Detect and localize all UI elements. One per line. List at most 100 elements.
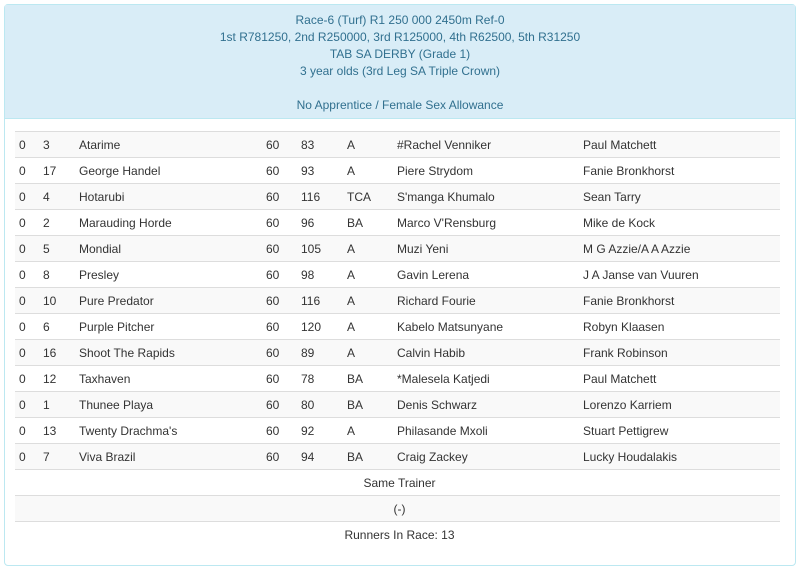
draw-cell: 0 xyxy=(15,443,39,470)
weight-cell: 60 xyxy=(262,287,297,314)
runner-row: 0 5 Mondial 60 105 A Muzi Yeni M G Azzie/A A Az… xyxy=(15,235,780,262)
runner-row: 0 10 Pure Predator 60 116 A Richard Fourie Fani… xyxy=(15,287,780,314)
trainer-cell: Fanie Bronkhorst xyxy=(579,157,780,184)
jockey-cell: Kabelo Matsunyane xyxy=(393,313,579,340)
jockey-cell: Gavin Lerena xyxy=(393,261,579,288)
jockey-cell: Richard Fourie xyxy=(393,287,579,314)
number-cell: 12 xyxy=(39,365,75,392)
trainer-cell: Fanie Bronkhorst xyxy=(579,287,780,314)
draw-cell: 0 xyxy=(15,131,39,158)
prize-money: 1st R781250, 2nd R250000, 3rd R125000, 4… xyxy=(219,30,581,44)
runner-row: 0 2 Marauding Horde 60 96 BA Marco V'Rensburg M… xyxy=(15,209,780,236)
rating-cell: 92 xyxy=(297,417,343,444)
horse-cell: Pure Predator xyxy=(75,287,262,314)
rating-cell: 116 xyxy=(297,183,343,210)
same-trainer-value-row: (-) xyxy=(15,495,780,522)
draw-cell: 0 xyxy=(15,313,39,340)
equipment-cell: TCA xyxy=(343,183,393,210)
jockey-cell: S'manga Khumalo xyxy=(393,183,579,210)
number-cell: 1 xyxy=(39,391,75,418)
runner-row: 0 7 Viva Brazil 60 94 BA Craig Zackey Lucky Hou… xyxy=(15,443,780,470)
rating-cell: 116 xyxy=(297,287,343,314)
trainer-cell: Robyn Klaasen xyxy=(579,313,780,340)
rating-cell: 89 xyxy=(297,339,343,366)
runners-count: Runners In Race: 13 xyxy=(15,521,780,548)
horse-cell: Thunee Playa xyxy=(75,391,262,418)
trainer-cell: Paul Matchett xyxy=(579,131,780,158)
horse-cell: Viva Brazil xyxy=(75,443,262,470)
horse-cell: Hotarubi xyxy=(75,183,262,210)
draw-cell: 0 xyxy=(15,235,39,262)
jockey-cell: Philasande Mxoli xyxy=(393,417,579,444)
jockey-cell: #Rachel Venniker xyxy=(393,131,579,158)
draw-cell: 0 xyxy=(15,209,39,236)
weight-cell: 60 xyxy=(262,339,297,366)
trainer-cell: Sean Tarry xyxy=(579,183,780,210)
race-title: Race-6 (Turf) R1 250 000 2450m Ref-0 xyxy=(295,13,505,27)
rating-cell: 105 xyxy=(297,235,343,262)
number-cell: 7 xyxy=(39,443,75,470)
rating-cell: 98 xyxy=(297,261,343,288)
horse-cell: Mondial xyxy=(75,235,262,262)
same-trainer-value: (-) xyxy=(15,495,780,522)
equipment-cell: A xyxy=(343,235,393,262)
weight-cell: 60 xyxy=(262,157,297,184)
draw-cell: 0 xyxy=(15,183,39,210)
draw-cell: 0 xyxy=(15,339,39,366)
weight-cell: 60 xyxy=(262,313,297,340)
number-cell: 17 xyxy=(39,157,75,184)
draw-cell: 0 xyxy=(15,365,39,392)
weight-cell: 60 xyxy=(262,235,297,262)
horse-cell: Shoot The Rapids xyxy=(75,339,262,366)
trainer-cell: Paul Matchett xyxy=(579,365,780,392)
trainer-cell: Lorenzo Karriem xyxy=(579,391,780,418)
jockey-cell: *Malesela Katjedi xyxy=(393,365,579,392)
rating-cell: 80 xyxy=(297,391,343,418)
number-cell: 4 xyxy=(39,183,75,210)
jockey-cell: Craig Zackey xyxy=(393,443,579,470)
equipment-cell: BA xyxy=(343,365,393,392)
weight-cell: 60 xyxy=(262,183,297,210)
equipment-cell: BA xyxy=(343,443,393,470)
weight-cell: 60 xyxy=(262,209,297,236)
jockey-cell: Denis Schwarz xyxy=(393,391,579,418)
runner-row: 0 1 Thunee Playa 60 80 BA Denis Schwarz Lorenzo… xyxy=(15,391,780,418)
trainer-cell: M G Azzie/A A Azzie xyxy=(579,235,780,262)
equipment-cell: BA xyxy=(343,209,393,236)
rating-cell: 120 xyxy=(297,313,343,340)
weight-cell: 60 xyxy=(262,391,297,418)
runner-row: 0 6 Purple Pitcher 60 120 A Kabelo Matsunyane R… xyxy=(15,313,780,340)
equipment-cell: A xyxy=(343,339,393,366)
runner-row: 0 17 George Handel 60 93 A Piere Strydom Fanie … xyxy=(15,157,780,184)
runner-row: 0 13 Twenty Drachma's 60 92 A Philasande Mxoli… xyxy=(15,417,780,444)
trainer-cell: Frank Robinson xyxy=(579,339,780,366)
trainer-cell: Mike de Kock xyxy=(579,209,780,236)
race-name: TAB SA DERBY (Grade 1) xyxy=(329,47,471,61)
jockey-cell: Piere Strydom xyxy=(393,157,579,184)
runners-count-row: Runners In Race: 13 xyxy=(15,521,780,548)
number-cell: 6 xyxy=(39,313,75,340)
equipment-cell: BA xyxy=(343,391,393,418)
number-cell: 8 xyxy=(39,261,75,288)
number-cell: 13 xyxy=(39,417,75,444)
equipment-cell: A xyxy=(343,287,393,314)
trainer-cell: J A Janse van Vuuren xyxy=(579,261,780,288)
same-trainer-label: Same Trainer xyxy=(15,469,780,496)
number-cell: 10 xyxy=(39,287,75,314)
allowance-note: No Apprentice / Female Sex Allowance xyxy=(296,98,504,112)
runner-row: 0 3 Atarime 60 83 A #Rachel Venniker Paul Match… xyxy=(15,131,780,158)
jockey-cell: Marco V'Rensburg xyxy=(393,209,579,236)
equipment-cell: A xyxy=(343,417,393,444)
draw-cell: 0 xyxy=(15,157,39,184)
runner-row: 0 4 Hotarubi 60 116 TCA S'manga Khumalo Sean Ta… xyxy=(15,183,780,210)
number-cell: 3 xyxy=(39,131,75,158)
number-cell: 16 xyxy=(39,339,75,366)
horse-cell: Twenty Drachma's xyxy=(75,417,262,444)
weight-cell: 60 xyxy=(262,417,297,444)
runner-row: 0 12 Taxhaven 60 78 BA *Malesela Katjedi Paul M… xyxy=(15,365,780,392)
number-cell: 2 xyxy=(39,209,75,236)
trainer-cell: Lucky Houdalakis xyxy=(579,443,780,470)
draw-cell: 0 xyxy=(15,261,39,288)
draw-cell: 0 xyxy=(15,287,39,314)
runner-row: 0 8 Presley 60 98 A Gavin Lerena J A Janse van … xyxy=(15,261,780,288)
